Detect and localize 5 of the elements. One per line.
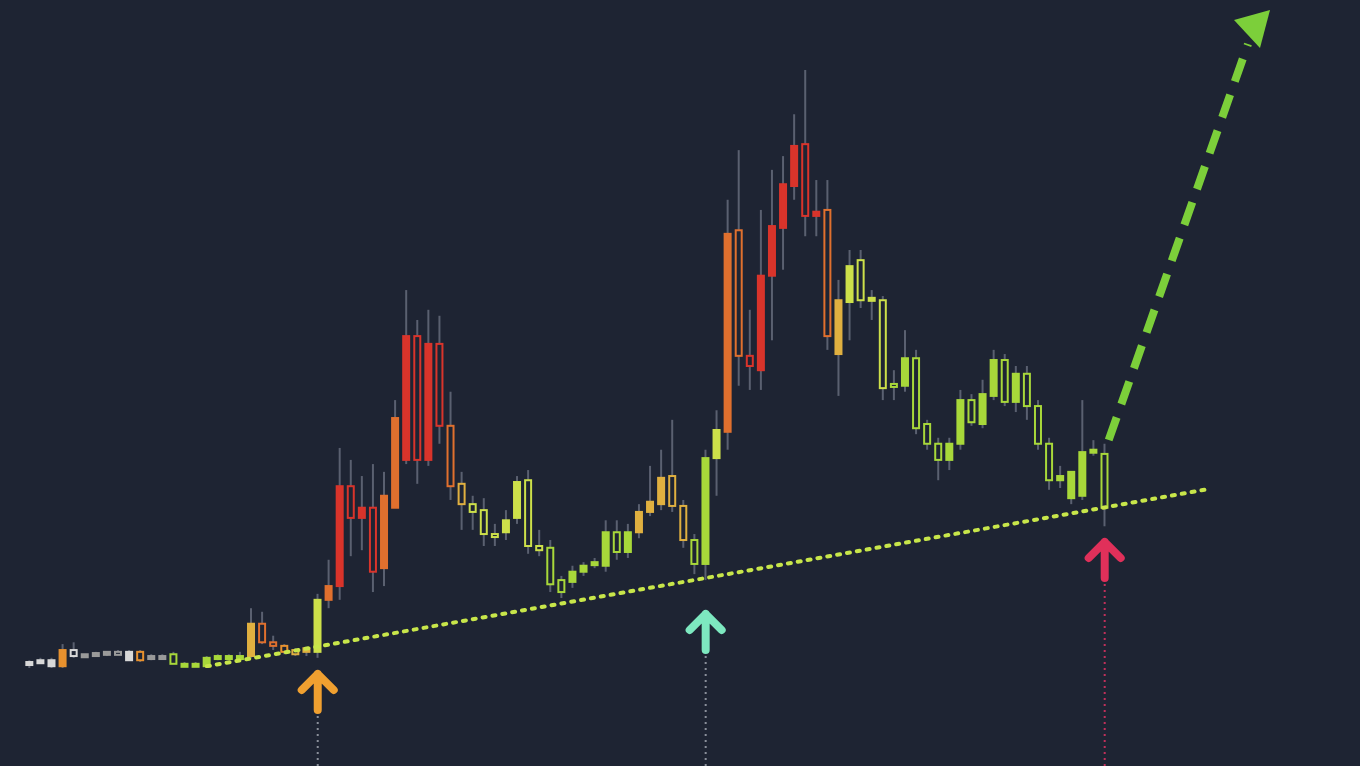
candlestick	[712, 409, 721, 497]
candlestick	[324, 558, 333, 610]
candlestick	[501, 509, 510, 542]
candlestick	[58, 643, 67, 668]
candlestick	[247, 607, 256, 659]
